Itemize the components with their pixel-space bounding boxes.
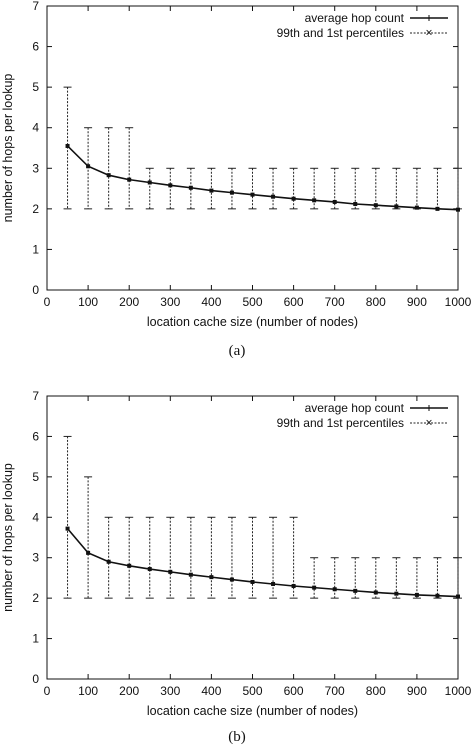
average-hop-count-point	[353, 588, 358, 593]
y-tick-label: 0	[32, 672, 39, 686]
legend-swatch-percentiles-mark: ×	[425, 26, 432, 40]
x-tick-label: 700	[325, 684, 345, 698]
average-hop-count-line	[66, 145, 459, 211]
average-hop-count-point	[291, 584, 296, 589]
average-hop-count-point	[250, 579, 255, 584]
x-tick-label: 700	[325, 295, 345, 309]
average-hop-count-line	[66, 528, 459, 598]
y-axis-title: number of hops per lookup	[1, 74, 15, 223]
legend-swatch-percentiles-mark: ×	[425, 416, 432, 430]
average-hop-count-point	[86, 550, 91, 555]
plot-frame	[46, 395, 459, 680]
average-hop-count-point	[147, 180, 152, 185]
average-hop-count-point	[168, 183, 173, 188]
average-hop-count-point	[332, 587, 337, 592]
average-hop-count-point	[106, 173, 111, 178]
average-hop-count-point	[373, 590, 378, 595]
chart-panel-b: 0 100 200 300 400 500 600 700 800 900 1000 0 1 2 3 4 5 6 7…	[1, 389, 472, 745]
average-hop-count-point	[312, 198, 317, 203]
y-tick-label: 0	[32, 283, 39, 297]
x-tick-label: 200	[119, 295, 139, 309]
y-tick-label: 2	[32, 591, 39, 605]
y-tick-label: 4	[32, 510, 39, 524]
average-hop-count-point	[168, 569, 173, 574]
y-tick-label: 2	[32, 202, 39, 216]
average-hop-count-point	[209, 575, 214, 580]
x-tick-label: 800	[366, 684, 386, 698]
average-hop-count-point	[86, 164, 91, 169]
x-axis-title: location cache size (number of nodes)	[147, 704, 358, 718]
average-hop-count-point	[456, 207, 460, 212]
y-tick-label: 1	[32, 242, 39, 256]
x-tick-label: 500	[242, 684, 262, 698]
x-tick-label: 400	[201, 295, 221, 309]
x-tick-label: 600	[284, 295, 304, 309]
average-hop-count-point	[147, 567, 152, 572]
x-tick-label: 100	[78, 295, 98, 309]
y-tick-label: 6	[32, 429, 39, 443]
x-axis-title: location cache size (number of nodes)	[147, 315, 358, 329]
y-tick-label: 4	[32, 121, 39, 135]
y-tick-label: 3	[32, 161, 39, 175]
x-tick-label: 300	[160, 295, 180, 309]
average-hop-count-point	[188, 185, 193, 190]
average-hop-count-point	[209, 188, 214, 193]
x-tick-label: 1000	[445, 684, 472, 698]
average-hop-count-point	[414, 205, 419, 210]
average-hop-count-point	[373, 203, 378, 208]
average-hop-count-point	[250, 192, 255, 197]
x-tick-label: 900	[407, 684, 427, 698]
average-hop-count-point	[435, 593, 440, 598]
average-hop-count-point	[127, 177, 132, 182]
y-axis-title: number of hops per lookup	[1, 463, 15, 612]
legend-label-average: average hop count	[305, 401, 405, 415]
legend-label-average: average hop count	[305, 11, 405, 25]
average-hop-count-point	[271, 581, 276, 586]
average-hop-count-point	[271, 194, 276, 199]
y-tick-label: 3	[32, 551, 39, 565]
average-hop-count-point	[353, 201, 358, 206]
average-hop-count-point	[106, 559, 111, 564]
average-hop-count-point	[65, 143, 70, 148]
y-tick-label: 6	[32, 40, 39, 54]
y-tick-label: 5	[32, 80, 39, 94]
x-tick-label: 600	[284, 684, 304, 698]
figure-caption: (a)	[229, 343, 246, 359]
y-tick-label: 7	[32, 0, 39, 13]
average-hop-count-point	[394, 204, 399, 209]
x-tick-label: 900	[407, 295, 427, 309]
average-hop-count-point	[291, 196, 296, 201]
y-tick-label: 5	[32, 470, 39, 484]
figure-caption: (b)	[228, 729, 246, 745]
average-hop-count-point	[65, 526, 70, 531]
average-hop-count-point	[229, 190, 234, 195]
x-tick-label: 500	[242, 295, 262, 309]
chart-panel-a: 0 100 200 300 400 500 600 700 800 900 1000 0 1 2 3 4 5 6 7…	[1, 0, 472, 359]
average-hop-count-point	[312, 585, 317, 590]
x-tick-label: 200	[119, 684, 139, 698]
average-hop-count-point	[332, 199, 337, 204]
legend-label-percentiles: 99th and 1st percentiles	[277, 26, 404, 40]
average-hop-count-point	[456, 594, 460, 599]
y-tick-label: 7	[32, 389, 39, 403]
average-hop-count-point	[435, 206, 440, 211]
average-hop-count-point	[414, 592, 419, 597]
x-tick-label: 100	[78, 684, 98, 698]
x-tick-label: 400	[201, 684, 221, 698]
x-tick-label: 0	[44, 684, 51, 698]
average-hop-count-point	[188, 572, 193, 577]
y-tick-label: 1	[32, 632, 39, 646]
legend-label-percentiles: 99th and 1st percentiles	[277, 416, 404, 430]
x-tick-label: 300	[160, 684, 180, 698]
plot-frame	[46, 5, 459, 291]
x-tick-label: 800	[366, 295, 386, 309]
average-hop-count-point	[229, 577, 234, 582]
x-tick-label: 1000	[445, 295, 472, 309]
average-hop-count-point	[394, 591, 399, 596]
average-hop-count-point	[127, 563, 132, 568]
x-tick-label: 0	[44, 295, 51, 309]
